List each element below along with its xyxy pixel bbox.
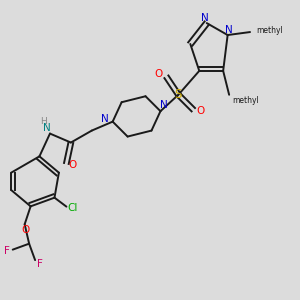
Text: N: N (201, 13, 209, 23)
Text: Cl: Cl (67, 203, 78, 213)
Text: F: F (4, 246, 10, 256)
Text: O: O (21, 225, 29, 235)
Text: S: S (175, 88, 182, 101)
Text: N: N (43, 123, 50, 133)
Text: F: F (37, 259, 43, 269)
Text: O: O (155, 69, 163, 79)
Text: methyl: methyl (232, 96, 259, 105)
Text: methyl: methyl (256, 26, 284, 35)
Text: O: O (69, 160, 77, 170)
Text: N: N (160, 100, 167, 110)
Text: N: N (225, 25, 233, 35)
Text: N: N (101, 114, 109, 124)
Text: H: H (40, 117, 47, 126)
Text: O: O (196, 106, 205, 116)
